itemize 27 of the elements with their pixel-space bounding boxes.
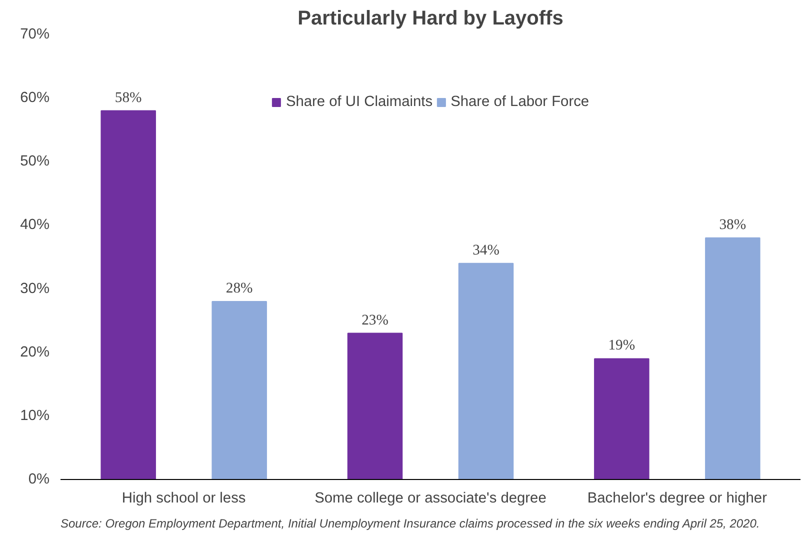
y-tick-label: 30%	[20, 280, 50, 297]
x-tick-label: Some college or associate's degree	[314, 490, 546, 506]
bar	[100, 110, 156, 480]
y-tick-label: 20%	[20, 344, 50, 360]
bar	[594, 358, 650, 480]
data-label: 28%	[226, 280, 253, 296]
source-note: Source: Oregon Employment Department, Initial Unemployment Insurance claims processed in the six weeks ending April 25, 2020.	[60, 516, 760, 530]
chart-title: Particularly Hard by Layoffs	[298, 8, 564, 30]
legend-label: Share of UI Claimaints	[286, 94, 433, 110]
data-label: 23%	[362, 312, 388, 328]
bar	[347, 332, 403, 480]
bar	[212, 301, 267, 480]
y-tick-label: 10%	[20, 408, 50, 424]
y-tick-label: 40%	[20, 217, 50, 234]
legend-label: Share of Labor Force	[450, 94, 590, 110]
data-label: 19%	[608, 338, 636, 354]
bar	[458, 262, 514, 480]
data-label: 58%	[114, 90, 142, 106]
y-tick-label: 60%	[20, 90, 50, 106]
data-label: 34%	[472, 242, 500, 258]
y-tick-label: 70%	[20, 26, 50, 42]
bar	[705, 237, 760, 480]
x-tick-label: Bachelor's degree or higher	[587, 490, 768, 506]
x-tick-label: High school or less	[122, 490, 246, 506]
y-tick-label: 0%	[28, 472, 50, 488]
y-tick-label: 50%	[20, 154, 50, 170]
data-label: 38%	[719, 216, 746, 233]
